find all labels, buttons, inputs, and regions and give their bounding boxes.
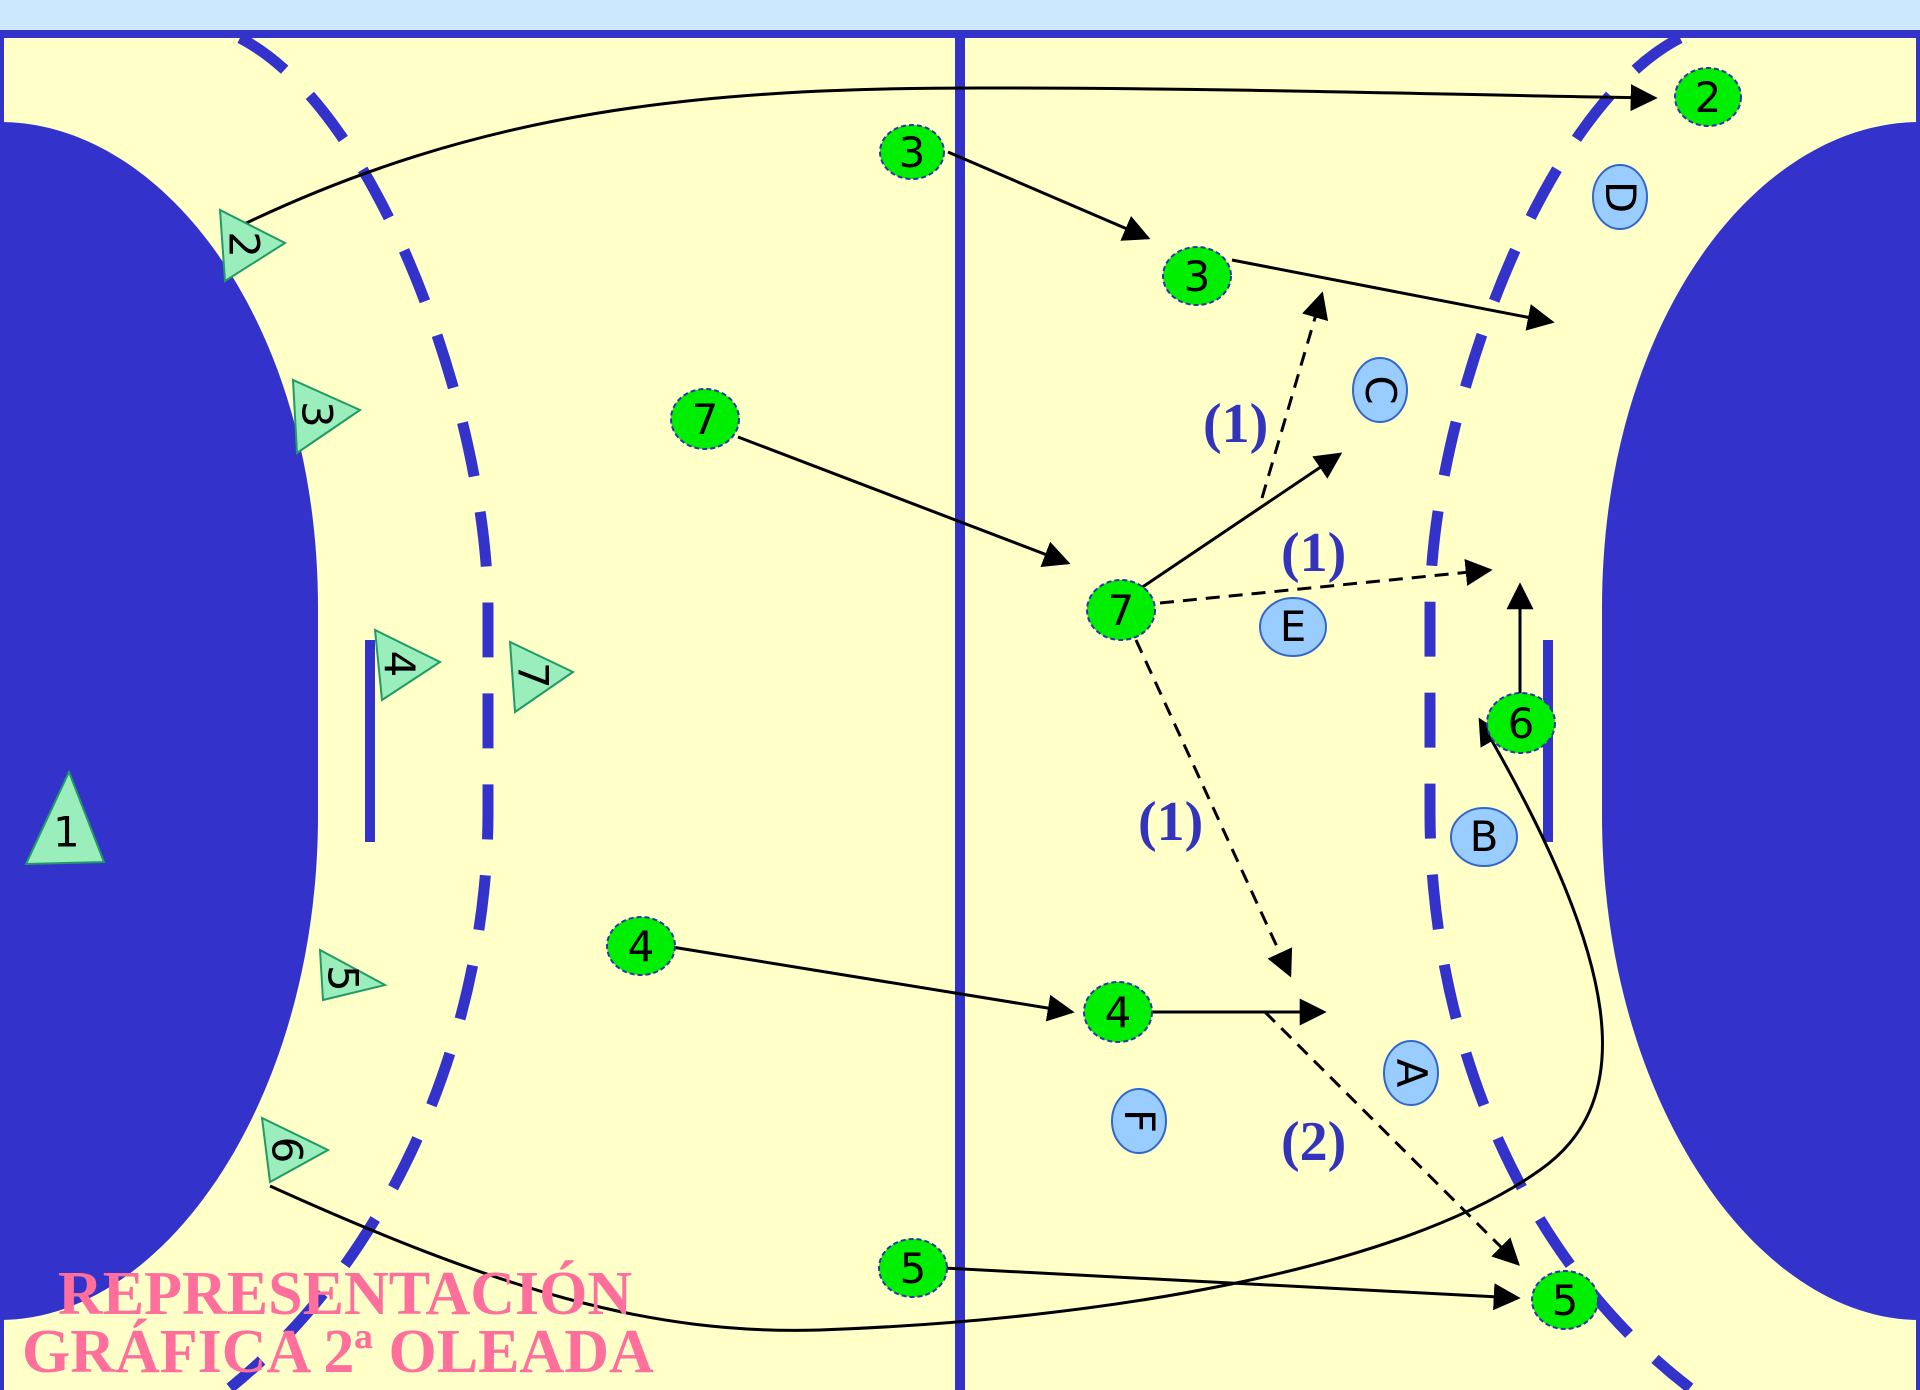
defender-def-c: C <box>1352 357 1408 423</box>
right-free-throw-line <box>1424 33 1694 1390</box>
attacker-marker <box>670 388 740 450</box>
defender-tri-6: 6 <box>260 1116 331 1184</box>
attacker-att-4-start: 4 <box>606 916 676 976</box>
run-3b-arrow <box>1231 258 1555 331</box>
attacker-number: 2 <box>1695 73 1722 122</box>
attacker-marker <box>1162 246 1232 306</box>
defender-tri-5: 5 <box>318 948 388 1002</box>
attacker-att-5-start: 5 <box>878 1238 948 1298</box>
attacker-att-3-end: 3 <box>1162 246 1232 306</box>
left-goal-area <box>0 122 318 1320</box>
defender-number: 5 <box>319 965 368 992</box>
defender-triangle <box>218 208 288 283</box>
pass-7-to-4-arrow <box>1134 639 1293 978</box>
attacker-number: 5 <box>900 1244 927 1293</box>
right-defenders: D C E B A F <box>1111 164 1648 1154</box>
right-goal-area <box>1602 122 1920 1320</box>
attacker-att-2-end: 2 <box>1674 67 1742 127</box>
defender-def-b: B <box>1450 807 1518 867</box>
attacker-att-3-start: 3 <box>879 124 945 180</box>
run-7b-arrow <box>1137 452 1343 592</box>
attacker-att-7-end: 7 <box>1086 579 1156 641</box>
defender-tri-3: 3 <box>291 378 363 455</box>
run-2-arrow <box>237 84 1658 229</box>
defender-triangle <box>508 640 575 714</box>
top-band <box>0 0 1920 30</box>
run-4a-arrow <box>671 945 1075 1022</box>
attacker-marker <box>879 124 945 180</box>
run-6-curve-arrow <box>269 717 1604 1332</box>
attacker-number: 7 <box>1108 586 1135 635</box>
defender-triangle <box>24 769 106 866</box>
pass-7-to-6-arrow <box>1159 558 1493 605</box>
pass-label: (1) <box>1138 791 1203 853</box>
pass-7-to-3-arrow <box>1260 291 1329 499</box>
attacker-marker <box>1083 981 1153 1043</box>
defender-def-d: D <box>1592 164 1648 230</box>
defender-triangle <box>318 948 388 1002</box>
diagram-title-line2: GRÁFICA 2ª OLEADA <box>22 1318 654 1386</box>
attacker-number: 4 <box>1105 988 1132 1037</box>
attacker-marker <box>1086 579 1156 641</box>
defender-marker <box>1592 164 1648 230</box>
attacker-att-6-end: 6 <box>1486 692 1556 754</box>
defender-number: 1 <box>53 808 80 857</box>
defender-tri-4: 4 <box>373 628 443 702</box>
defender-tri-2: 2 <box>218 208 288 283</box>
attacker-marker <box>606 916 676 976</box>
attacker-number: 6 <box>1508 699 1535 748</box>
defender-letter: F <box>1115 1109 1164 1133</box>
defender-triangle <box>260 1116 331 1184</box>
defender-number: 3 <box>293 401 342 428</box>
attacker-att-4-end: 4 <box>1083 981 1153 1043</box>
defender-triangle <box>291 378 363 455</box>
defender-marker <box>1111 1088 1167 1154</box>
defender-marker <box>1259 597 1327 657</box>
pass-label: (2) <box>1281 1111 1346 1173</box>
left-defenders: 1 2 3 4 7 5 6 <box>24 208 575 1184</box>
defender-number: 2 <box>219 231 268 258</box>
defender-letter: C <box>1356 375 1405 404</box>
defender-marker <box>1383 1040 1439 1106</box>
pass-label: (1) <box>1203 393 1268 455</box>
defender-letter: E <box>1280 602 1307 651</box>
defender-def-e: E <box>1259 597 1327 657</box>
defender-marker <box>1450 807 1518 867</box>
defender-letter: D <box>1596 181 1645 213</box>
run-3a-arrow <box>947 150 1151 241</box>
pass-4-to-5-arrow <box>1263 1010 1520 1266</box>
run-7a-arrow <box>737 435 1071 567</box>
diagram-title-line1: REPRESENTACIÓN <box>58 1260 632 1328</box>
defender-number: 6 <box>263 1137 312 1164</box>
attacker-marker <box>1486 692 1556 754</box>
defender-def-f: F <box>1111 1088 1167 1154</box>
defender-number: 4 <box>375 651 424 678</box>
attacker-number: 4 <box>628 922 655 971</box>
attackers: 3 3 7 7 4 4 5 5 2 6 <box>606 67 1742 1330</box>
attacker-marker <box>878 1238 948 1298</box>
defender-letter: B <box>1470 812 1499 861</box>
attacker-number: 7 <box>692 395 719 444</box>
attacker-att-7-start: 7 <box>670 388 740 450</box>
attacker-number: 5 <box>1552 1276 1579 1325</box>
pass-label: (1) <box>1281 522 1346 584</box>
defender-triangle <box>373 628 443 702</box>
attacker-number: 3 <box>1184 252 1211 301</box>
defender-def-a: A <box>1383 1040 1439 1106</box>
defender-tri-1: 1 <box>24 769 106 866</box>
defender-number: 7 <box>509 662 558 689</box>
defender-letter: A <box>1387 1059 1436 1088</box>
attacker-number: 3 <box>899 128 926 177</box>
attacker-marker <box>1531 1270 1599 1330</box>
attacker-att-5-end: 5 <box>1531 1270 1599 1330</box>
defender-marker <box>1352 357 1408 423</box>
defender-tri-7: 7 <box>508 640 575 714</box>
attacker-marker <box>1674 67 1742 127</box>
